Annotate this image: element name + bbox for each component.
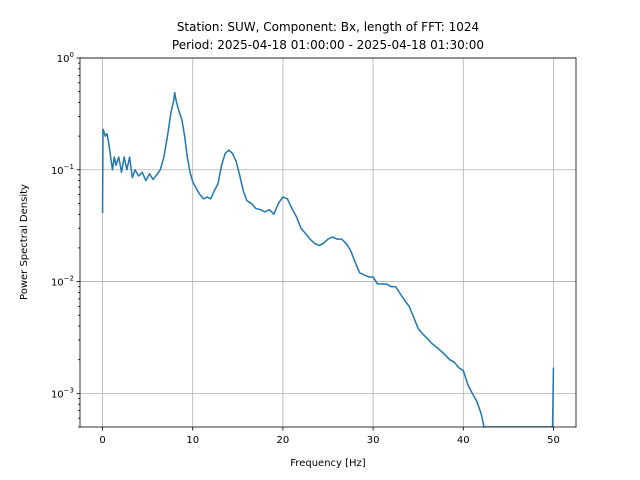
grid bbox=[80, 57, 576, 427]
chart-title-line1: Station: SUW, Component: Bx, length of F… bbox=[177, 20, 479, 34]
y-tick-label: 10−2 bbox=[51, 275, 74, 289]
x-tick-label: 30 bbox=[367, 435, 380, 446]
x-tick-label: 20 bbox=[277, 435, 290, 446]
y-axis-ticks: 10−3 10−2 10−1 100 bbox=[51, 51, 80, 428]
y-axis-label: Power Spectral Density bbox=[19, 184, 30, 300]
x-tick-label: 10 bbox=[186, 435, 199, 446]
x-tick-label: 40 bbox=[457, 435, 470, 446]
plot-area bbox=[101, 91, 555, 427]
x-axis-label: Frequency [Hz] bbox=[290, 458, 366, 469]
x-tick-label: 50 bbox=[547, 435, 560, 446]
chart-title-line2: Period: 2025-04-18 01:00:00 - 2025-04-18… bbox=[172, 38, 484, 52]
psd-series-line bbox=[101, 91, 555, 427]
x-axis-ticks: 0 10 20 30 40 50 bbox=[99, 427, 560, 446]
y-tick-label: 10−3 bbox=[51, 386, 74, 400]
plot-frame bbox=[79, 57, 577, 428]
x-tick-label: 0 bbox=[99, 435, 105, 446]
y-tick-label: 10−1 bbox=[51, 163, 74, 177]
y-tick-label: 100 bbox=[57, 51, 74, 65]
